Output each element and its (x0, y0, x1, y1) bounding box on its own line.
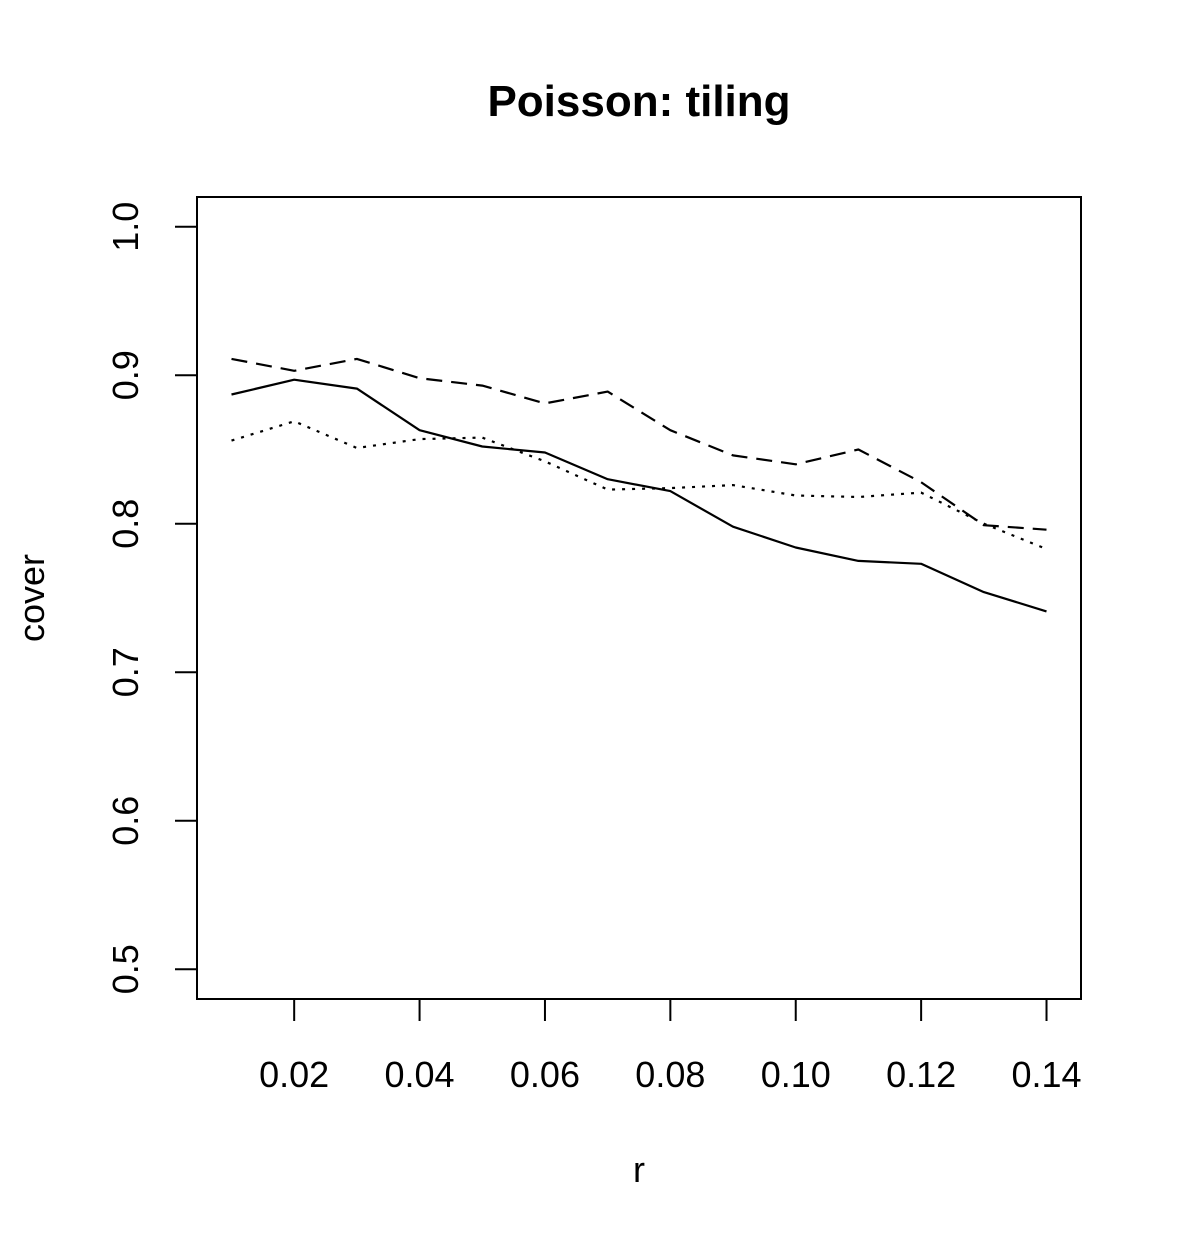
y-tick-label: 0.9 (105, 350, 146, 400)
chart-title: Poisson: tiling (487, 77, 790, 126)
plot-frame (196, 196, 1082, 1000)
x-tick-label: 0.02 (259, 1054, 329, 1095)
x-tick-label: 0.12 (886, 1054, 956, 1095)
x-axis-label: r (633, 1149, 645, 1190)
series-layer (231, 357, 1047, 613)
x-tick-label: 0.04 (385, 1054, 455, 1095)
y-tick-label: 0.6 (105, 796, 146, 846)
y-axis-label: cover (11, 554, 52, 642)
y-axis: 0.5 0.6 0.7 0.8 0.9 1.0 (105, 202, 197, 994)
y-tick-label: 1.0 (105, 202, 146, 252)
y-tick-label: 0.5 (105, 944, 146, 994)
x-tick-label: 0.10 (761, 1054, 831, 1095)
x-tick-label: 0.14 (1011, 1054, 1081, 1095)
y-tick-label: 0.8 (105, 499, 146, 549)
x-axis: 0.02 0.04 0.06 0.08 0.10 0.12 0.14 (259, 999, 1082, 1095)
y-tick-label: 0.7 (105, 647, 146, 697)
x-tick-label: 0.08 (635, 1054, 705, 1095)
x-tick-label: 0.06 (510, 1054, 580, 1095)
series-line-dashed (231, 357, 1047, 531)
series-line-solid (231, 378, 1047, 613)
